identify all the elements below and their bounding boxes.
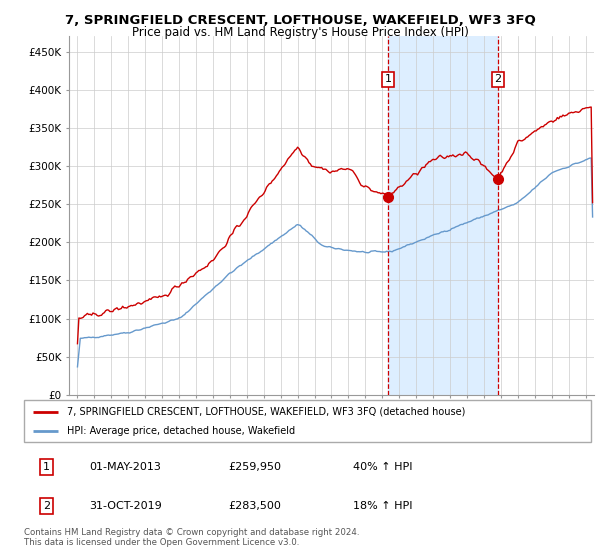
Text: 18% ↑ HPI: 18% ↑ HPI	[353, 501, 412, 511]
Text: 7, SPRINGFIELD CRESCENT, LOFTHOUSE, WAKEFIELD, WF3 3FQ: 7, SPRINGFIELD CRESCENT, LOFTHOUSE, WAKE…	[65, 14, 535, 27]
Text: Contains HM Land Registry data © Crown copyright and database right 2024.
This d: Contains HM Land Registry data © Crown c…	[24, 528, 359, 547]
Text: Price paid vs. HM Land Registry's House Price Index (HPI): Price paid vs. HM Land Registry's House …	[131, 26, 469, 39]
Text: 31-OCT-2019: 31-OCT-2019	[89, 501, 162, 511]
Text: 1: 1	[43, 462, 50, 472]
Bar	[388, 36, 498, 395]
Text: 2: 2	[494, 74, 502, 85]
Text: 01-MAY-2013: 01-MAY-2013	[89, 462, 161, 472]
Text: 40% ↑ HPI: 40% ↑ HPI	[353, 462, 412, 472]
Text: 2: 2	[43, 501, 50, 511]
Text: £259,950: £259,950	[228, 462, 281, 472]
Text: £283,500: £283,500	[228, 501, 281, 511]
FancyBboxPatch shape	[24, 400, 591, 442]
Text: 1: 1	[385, 74, 391, 85]
Text: HPI: Average price, detached house, Wakefield: HPI: Average price, detached house, Wake…	[67, 426, 295, 436]
Text: 7, SPRINGFIELD CRESCENT, LOFTHOUSE, WAKEFIELD, WF3 3FQ (detached house): 7, SPRINGFIELD CRESCENT, LOFTHOUSE, WAKE…	[67, 407, 465, 417]
